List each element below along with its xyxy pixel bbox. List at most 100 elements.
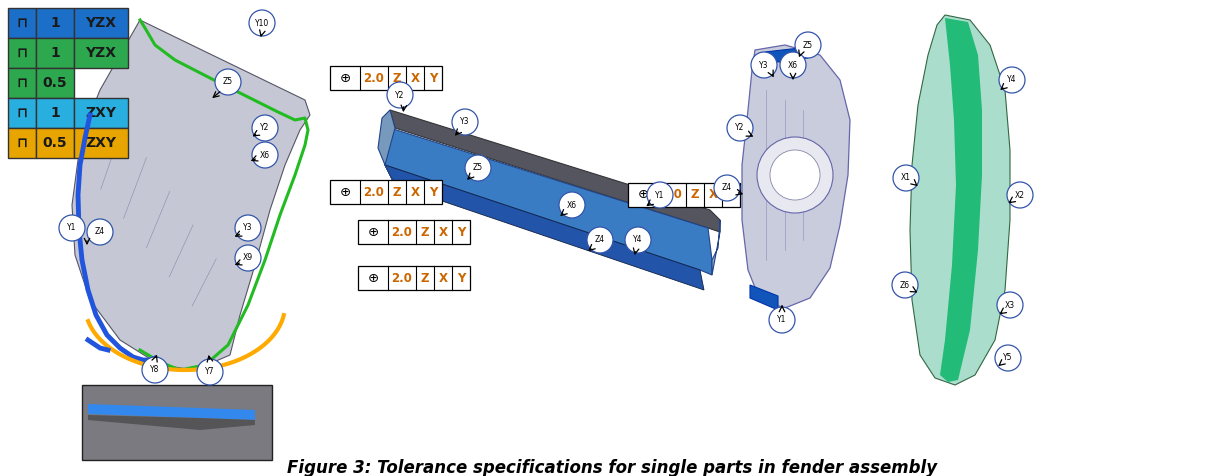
Text: 1: 1 [50,106,60,120]
Circle shape [252,115,278,141]
Circle shape [142,357,168,383]
Text: Y8: Y8 [151,366,159,375]
Polygon shape [765,48,808,62]
Polygon shape [390,110,720,232]
Polygon shape [72,20,310,370]
Text: X6: X6 [259,150,271,159]
Text: X2: X2 [1015,190,1024,199]
Text: Y3: Y3 [244,224,252,232]
Bar [9,68,35,98]
Text: Y5: Y5 [1004,354,1012,363]
Polygon shape [88,415,255,430]
Text: X1: X1 [901,173,911,182]
Circle shape [892,272,918,298]
Text: ⊕: ⊕ [339,186,350,198]
Text: X: X [410,186,420,198]
Text: Z4: Z4 [595,236,605,245]
Circle shape [647,182,673,208]
Text: ⊓: ⊓ [16,76,27,90]
Circle shape [995,345,1021,371]
Circle shape [894,165,919,191]
Bar [35,68,73,98]
Polygon shape [750,285,778,310]
Bar [35,98,73,128]
Text: X: X [709,188,717,201]
Bar [35,38,73,68]
Bar [357,266,470,290]
Text: Y2: Y2 [736,123,744,132]
Polygon shape [712,220,720,275]
Text: ⊕: ⊕ [339,71,350,85]
Bar [357,220,470,244]
Text: Y1: Y1 [777,316,787,325]
Circle shape [1007,182,1033,208]
Text: Figure 3: Tolerance specifications for single parts in fender assembly: Figure 3: Tolerance specifications for s… [286,459,938,476]
Circle shape [235,245,261,271]
Text: ⊕: ⊕ [367,271,378,285]
Circle shape [235,215,261,241]
Text: 2.0: 2.0 [392,271,412,285]
Text: Y7: Y7 [206,367,214,377]
Circle shape [756,137,834,213]
Text: Z: Z [421,271,430,285]
Text: Y1: Y1 [655,190,665,199]
Text: Y3: Y3 [759,60,769,69]
Text: ZXY: ZXY [86,106,116,120]
Polygon shape [88,404,255,420]
Text: Z: Z [421,226,430,238]
Text: Y1: Y1 [67,224,77,232]
Bar [73,98,129,128]
Circle shape [588,227,613,253]
Text: X9: X9 [242,254,253,262]
Circle shape [998,292,1023,318]
Text: ⊓: ⊓ [16,16,27,30]
Text: Y4: Y4 [1007,76,1017,85]
Text: X: X [438,271,448,285]
Text: 1: 1 [50,16,60,30]
Text: Y: Y [428,186,437,198]
Text: X6: X6 [788,60,798,69]
Bar [9,128,35,158]
Text: ⊓: ⊓ [16,106,27,120]
Text: Z5: Z5 [472,163,483,172]
Text: Y: Y [457,271,465,285]
Text: YZX: YZX [86,16,116,30]
Circle shape [769,307,796,333]
Text: 2.0: 2.0 [364,186,384,198]
Bar [73,8,129,38]
Bar [330,180,442,204]
Text: Y2: Y2 [261,123,269,132]
Polygon shape [909,15,1010,385]
Text: 2.0: 2.0 [364,71,384,85]
Text: ⊓: ⊓ [16,136,27,150]
Text: Z: Z [690,188,699,201]
Polygon shape [742,45,849,308]
Text: 0.5: 0.5 [43,136,67,150]
Text: Y10: Y10 [255,19,269,28]
Circle shape [197,359,223,385]
Text: X: X [438,226,448,238]
Circle shape [248,10,275,36]
Text: Z: Z [393,186,401,198]
Text: X3: X3 [1005,300,1015,309]
Text: Y: Y [457,226,465,238]
Text: Z: Z [393,71,401,85]
Bar [9,8,35,38]
Circle shape [780,52,805,78]
Bar [330,66,442,90]
Text: 2.0: 2.0 [661,188,683,201]
Text: Y: Y [428,71,437,85]
Circle shape [796,32,821,58]
Circle shape [752,52,777,78]
Circle shape [452,109,479,135]
Text: YZX: YZX [86,46,116,60]
Text: Z4: Z4 [95,228,105,237]
Circle shape [59,215,84,241]
Text: Y: Y [727,188,736,201]
Bar [35,128,73,158]
Polygon shape [378,110,395,185]
Circle shape [999,67,1024,93]
Bar [82,385,272,460]
Bar [9,38,35,68]
Text: X6: X6 [567,200,577,209]
